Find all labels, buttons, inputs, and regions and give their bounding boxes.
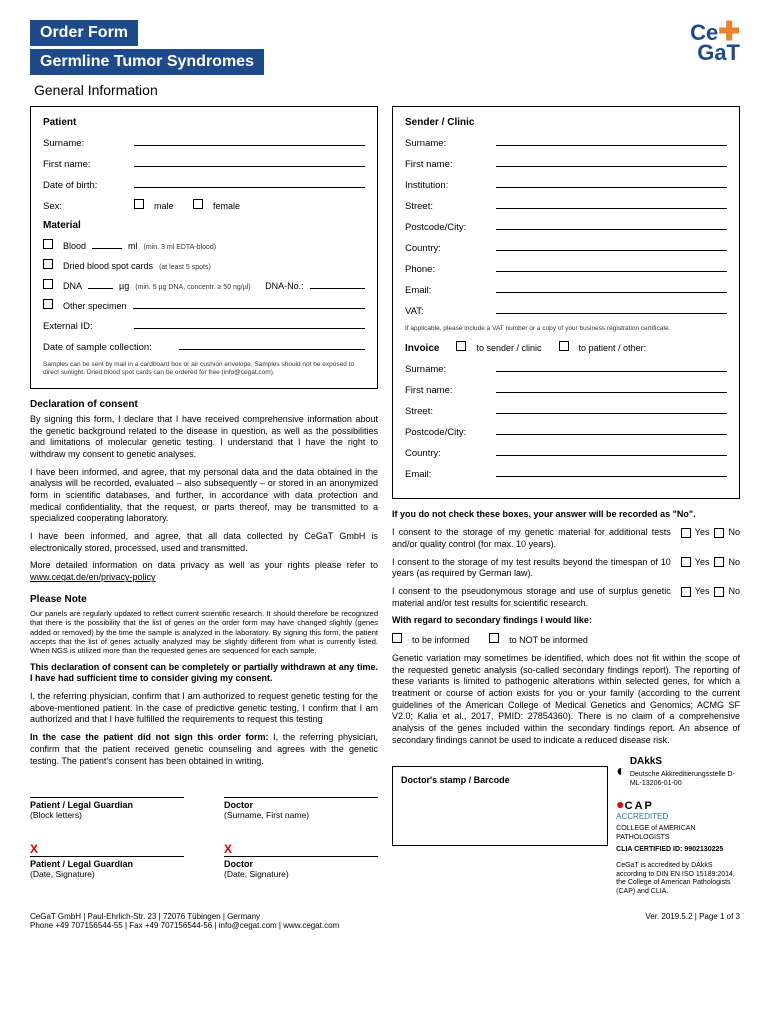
c3-yes[interactable] bbox=[681, 587, 691, 597]
invoice-surname[interactable] bbox=[496, 362, 727, 372]
sender-email[interactable] bbox=[496, 283, 727, 293]
external-id-field[interactable] bbox=[134, 319, 365, 329]
invoice-street[interactable] bbox=[496, 404, 727, 414]
privacy-link[interactable]: www.cegat.de/en/privacy-policy bbox=[30, 572, 156, 582]
material-heading: Material bbox=[43, 220, 365, 231]
patient-box: Patient Surname: First name: Date of bir… bbox=[30, 106, 378, 389]
c3-no[interactable] bbox=[714, 587, 724, 597]
title-line-1: Order Form bbox=[30, 20, 138, 46]
sig-patient-block: Patient / Legal Guardian(Block letters) bbox=[30, 797, 184, 820]
c1-no[interactable] bbox=[714, 528, 724, 538]
sender-phone[interactable] bbox=[496, 262, 727, 272]
title-line-2: Germline Tumor Syndromes bbox=[30, 49, 264, 75]
right-column: Sender / Clinic Surname: First name: Ins… bbox=[392, 106, 740, 896]
sender-country[interactable] bbox=[496, 241, 727, 251]
surname-field[interactable] bbox=[134, 136, 365, 146]
dna-no-field[interactable] bbox=[310, 280, 365, 289]
stamp-box: Doctor's stamp / Barcode bbox=[392, 766, 608, 846]
sender-firstname[interactable] bbox=[496, 157, 727, 167]
c2-yes[interactable] bbox=[681, 557, 691, 567]
female-checkbox[interactable] bbox=[193, 199, 203, 209]
other-checkbox[interactable] bbox=[43, 299, 53, 309]
footer: CeGaT GmbH | Paul-Ehrlich-Str. 23 | 7207… bbox=[30, 912, 740, 930]
dna-ug-field[interactable] bbox=[88, 280, 113, 289]
sender-vat[interactable] bbox=[496, 304, 727, 314]
invoice-postcode[interactable] bbox=[496, 425, 727, 435]
not-informed-checkbox[interactable] bbox=[489, 633, 499, 643]
invoice-sender-checkbox[interactable] bbox=[456, 341, 466, 351]
blood-ml-field[interactable] bbox=[92, 240, 122, 249]
sender-institution[interactable] bbox=[496, 178, 727, 188]
left-column: Patient Surname: First name: Date of bir… bbox=[30, 106, 378, 896]
header: Order Form Germline Tumor Syndromes Gene… bbox=[30, 20, 740, 98]
patient-heading: Patient bbox=[43, 117, 365, 128]
subtitle: General Information bbox=[34, 82, 264, 98]
blood-checkbox[interactable] bbox=[43, 239, 53, 249]
firstname-field[interactable] bbox=[134, 157, 365, 167]
sender-box: Sender / Clinic Surname: First name: Ins… bbox=[392, 106, 740, 499]
dna-checkbox[interactable] bbox=[43, 279, 53, 289]
logo: Ce✚ GaT bbox=[690, 20, 740, 63]
invoice-country[interactable] bbox=[496, 446, 727, 456]
sender-postcode[interactable] bbox=[496, 220, 727, 230]
other-field[interactable] bbox=[133, 299, 365, 309]
c1-yes[interactable] bbox=[681, 528, 691, 538]
dob-field[interactable] bbox=[134, 178, 365, 188]
title-block: Order Form Germline Tumor Syndromes Gene… bbox=[30, 20, 264, 98]
sample-date-field[interactable] bbox=[179, 340, 365, 350]
invoice-firstname[interactable] bbox=[496, 383, 727, 393]
sig-doctor-block: Doctor(Surname, First name) bbox=[224, 797, 378, 820]
dried-checkbox[interactable] bbox=[43, 259, 53, 269]
male-checkbox[interactable] bbox=[134, 199, 144, 209]
invoice-patient-checkbox[interactable] bbox=[559, 341, 569, 351]
invoice-email[interactable] bbox=[496, 467, 727, 477]
sender-surname[interactable] bbox=[496, 136, 727, 146]
informed-checkbox[interactable] bbox=[392, 633, 402, 643]
x-mark: X bbox=[30, 842, 38, 856]
c2-no[interactable] bbox=[714, 557, 724, 567]
sender-street[interactable] bbox=[496, 199, 727, 209]
